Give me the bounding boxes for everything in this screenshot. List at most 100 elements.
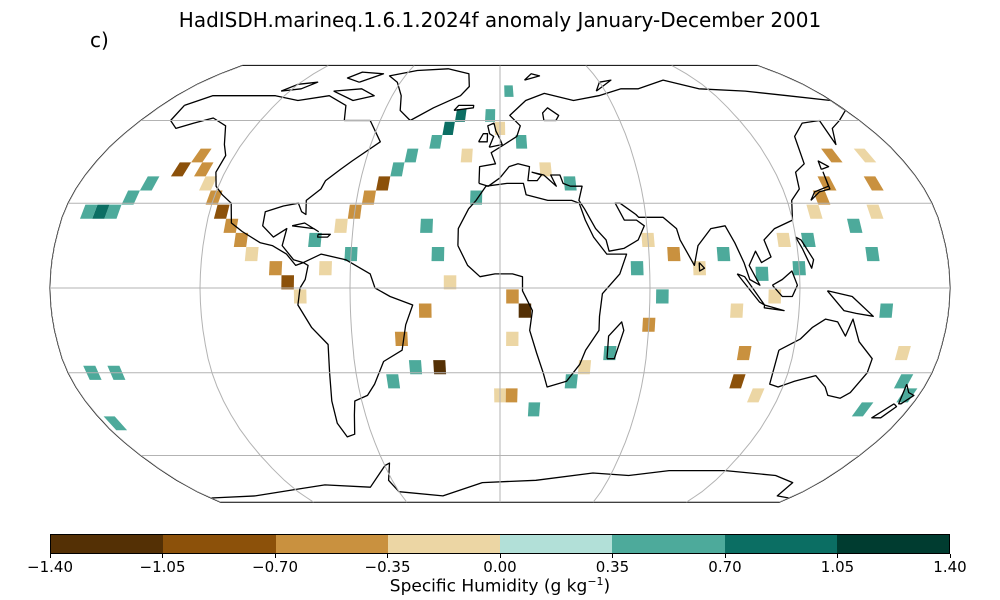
anomaly-cell: [667, 247, 681, 262]
anomaly-cell: [768, 289, 782, 304]
colorbar-tick-mark: [49, 554, 51, 558]
coastline: [524, 73, 541, 81]
coastline: [606, 321, 625, 360]
meridian-line: [50, 65, 243, 503]
colorbar-tick-mark: [387, 554, 388, 558]
coastline: [280, 81, 319, 92]
coastline: [487, 122, 503, 148]
anomaly-cell: [319, 261, 332, 276]
anomaly-cell: [821, 148, 843, 163]
anomaly-cell: [485, 109, 496, 122]
coastline: [317, 233, 331, 238]
anomaly-cell: [893, 374, 914, 389]
meridian-line: [757, 65, 950, 503]
anomaly-cells: [80, 85, 918, 431]
anomaly-cell: [527, 402, 541, 417]
anomaly-cell: [308, 232, 322, 247]
anomaly-cell: [539, 162, 552, 177]
anomaly-cell: [863, 176, 884, 191]
colorbar-tick-label: −0.35: [364, 558, 411, 576]
colorbar-label-close: ): [603, 576, 611, 597]
anomaly-cell: [404, 148, 419, 163]
anomaly-cell: [121, 190, 140, 205]
anomaly-cell: [281, 275, 294, 290]
anomaly-cell: [866, 204, 884, 219]
anomaly-cell: [506, 331, 519, 346]
colorbar-label-exponent: −1: [587, 575, 604, 588]
colorbar-segment: [500, 535, 613, 553]
anomaly-cell: [244, 247, 259, 262]
colorbar-segment: [163, 535, 276, 553]
anomaly-cell: [170, 162, 192, 177]
colorbar-segment: [275, 535, 388, 553]
anomaly-cell: [103, 416, 128, 431]
anomaly-cell: [386, 374, 401, 389]
anomaly-cell: [577, 360, 592, 375]
anomaly-cell: [334, 218, 348, 233]
colorbar-tick-label: 1.40: [933, 558, 967, 576]
anomaly-cell: [420, 218, 433, 233]
coastline: [346, 71, 385, 83]
anomaly-cell: [194, 162, 214, 177]
anomaly-cell: [460, 148, 473, 163]
colorbar-tick-mark: [724, 554, 726, 558]
anomaly-cell: [563, 176, 577, 191]
coastline: [898, 383, 915, 405]
anomaly-cell: [515, 135, 528, 149]
coastline: [333, 88, 375, 102]
colorbar-segment: [612, 535, 725, 553]
meridian-line: [585, 65, 651, 503]
anomaly-cell: [894, 346, 911, 361]
colorbar-segment: [51, 535, 164, 553]
colorbar-tick-mark: [499, 554, 501, 558]
anomaly-cell: [896, 388, 918, 403]
coastline: [698, 262, 706, 272]
anomaly-cell: [443, 275, 457, 290]
anomaly-cell: [729, 374, 746, 389]
anomaly-cell: [361, 190, 376, 205]
anomaly-cell: [630, 261, 644, 276]
anomaly-cell: [454, 109, 467, 122]
anomaly-cell: [747, 388, 765, 403]
anomaly-cell: [656, 289, 669, 304]
anomaly-cell: [104, 204, 122, 219]
anomaly-cell: [470, 190, 483, 205]
anomaly-cell: [429, 135, 443, 149]
colorbar-tick-label: 0.35: [595, 558, 630, 576]
coastline: [871, 403, 898, 419]
anomaly-cell: [390, 162, 405, 177]
anomaly-cell: [847, 218, 863, 233]
colorbar-segment: [387, 535, 500, 553]
anomaly-cell: [191, 148, 212, 163]
anomaly-cell: [431, 247, 445, 262]
anomaly-cell: [806, 204, 823, 219]
meridian-line: [349, 65, 415, 503]
anomaly-cell: [442, 121, 455, 135]
coastline: [478, 79, 847, 286]
anomaly-cell: [394, 331, 408, 346]
anomaly-cell: [199, 176, 218, 191]
coastline: [595, 79, 612, 92]
graticule: [50, 65, 950, 503]
anomaly-cell: [213, 204, 230, 219]
anomaly-cell: [730, 303, 744, 318]
meridian-line: [671, 65, 801, 503]
colorbar-tick-mark: [274, 554, 276, 558]
coastline: [826, 290, 874, 317]
panel-label: c): [90, 28, 109, 52]
anomaly-cell: [92, 204, 110, 219]
coastline: [817, 160, 830, 171]
colorbar-tick-mark: [837, 554, 838, 558]
anomaly-cell: [505, 388, 518, 403]
anomaly-cell: [801, 232, 816, 247]
coastline: [771, 270, 799, 298]
anomaly-cell: [223, 218, 239, 233]
coastline: [291, 222, 319, 233]
coastline: [763, 304, 785, 312]
coastline: [453, 104, 475, 112]
coastline: [388, 68, 470, 122]
robinson-map: [49, 64, 951, 503]
coastline: [297, 253, 414, 438]
anomaly-cell: [433, 360, 447, 375]
anomaly-cell: [418, 303, 432, 318]
